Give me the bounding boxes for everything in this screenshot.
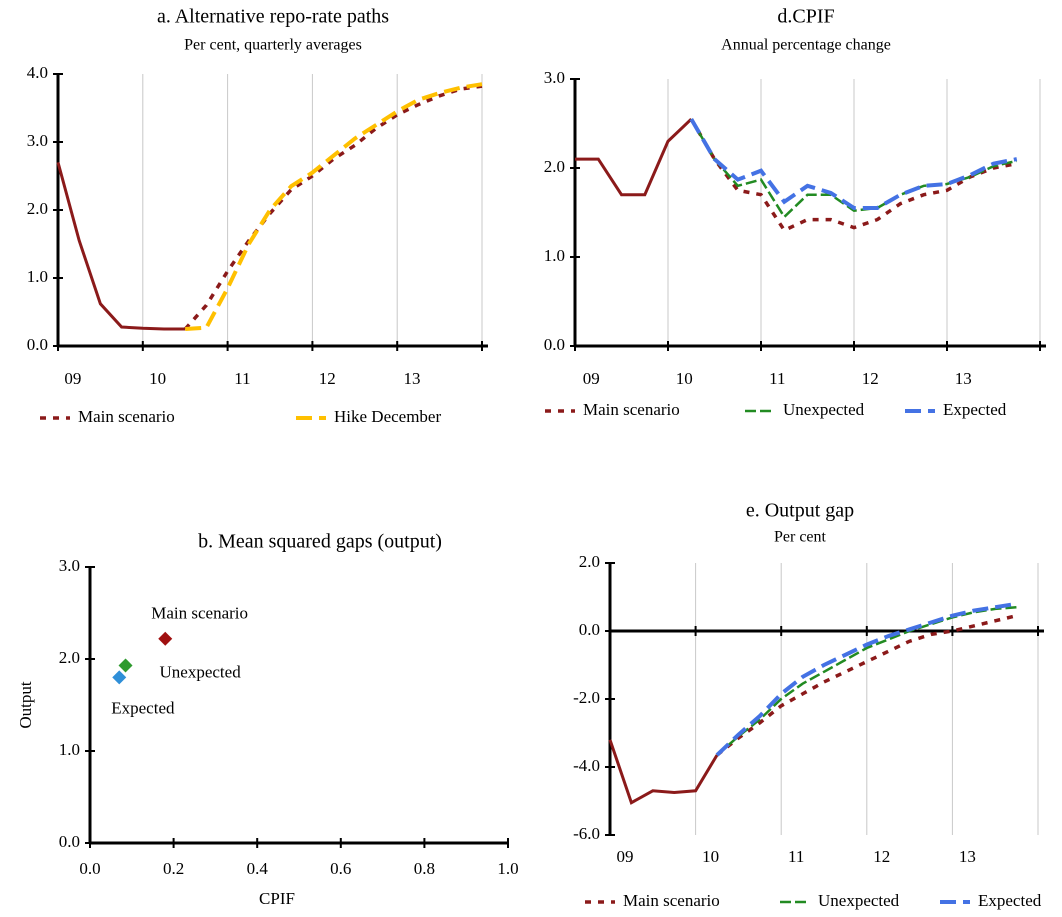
x-tick-label: 0.6	[330, 859, 351, 878]
legend-label: Expected	[943, 400, 1007, 419]
chart-title: a. Alternative repo-rate paths	[157, 6, 389, 28]
y-tick-label: -6.0	[573, 824, 600, 843]
x-tick-label: 13	[959, 847, 976, 866]
y-tick-label: 2.0	[544, 157, 565, 176]
y-tick-label: 2.0	[59, 648, 80, 667]
x-tick-label: 11	[788, 847, 804, 866]
chart-subtitle: Per cent, quarterly averages	[184, 37, 362, 54]
x-tick-label: 0.4	[247, 859, 269, 878]
x-tick-label: 13	[404, 369, 421, 388]
legend-label: Unexpected	[818, 891, 900, 910]
chart-title: d.CPIF	[777, 6, 834, 28]
x-axis-label: CPIF	[259, 889, 295, 908]
legend-label: Unexpected	[783, 400, 865, 419]
x-tick-label: 12	[873, 847, 890, 866]
y-tick-label: 2.0	[579, 552, 600, 571]
x-tick-label: 10	[676, 369, 693, 388]
scatter-point	[118, 658, 133, 673]
y-tick-label: 3.0	[59, 556, 80, 575]
series-line	[608, 739, 719, 805]
y-tick-label: -4.0	[573, 756, 600, 775]
series-line	[56, 162, 186, 331]
scatter-point	[158, 631, 173, 646]
y-tick-label: 0.0	[27, 335, 48, 354]
legend-label: Hike December	[334, 407, 441, 426]
x-tick-label: 09	[616, 847, 633, 866]
legend-label: Main scenario	[78, 407, 175, 426]
series-line	[575, 118, 693, 197]
x-tick-label: 0.2	[163, 859, 184, 878]
y-tick-label: -2.0	[573, 688, 600, 707]
y-tick-label: 0.0	[579, 620, 600, 639]
series-line	[716, 605, 1017, 757]
x-tick-label: 12	[319, 369, 336, 388]
chart-subtitle: Annual percentage change	[721, 37, 891, 54]
x-tick-label: 10	[149, 369, 166, 388]
point-label: Main scenario	[151, 604, 248, 623]
series-line	[689, 118, 1018, 233]
legend-label: Main scenario	[623, 891, 720, 910]
series-line	[715, 601, 1017, 757]
y-tick-label: 0.0	[59, 832, 80, 851]
y-tick-label: 3.0	[27, 131, 48, 150]
chart-subtitle: Per cent	[774, 529, 827, 546]
y-tick-label: 0.0	[544, 335, 565, 354]
y-tick-label: 2.0	[27, 199, 48, 218]
x-tick-label: 1.0	[497, 859, 518, 878]
series-line	[183, 84, 483, 331]
y-tick-label: 4.0	[27, 63, 48, 82]
point-label: Expected	[111, 698, 175, 717]
chart-title: e. Output gap	[746, 500, 854, 522]
y-axis-label: Output	[16, 681, 35, 729]
x-tick-label: 0.0	[79, 859, 100, 878]
point-label: Unexpected	[160, 662, 242, 681]
x-tick-label: 11	[234, 369, 250, 388]
scatter-point	[112, 670, 127, 685]
x-tick-label: 0.8	[414, 859, 435, 878]
y-tick-label: 1.0	[59, 740, 80, 759]
x-tick-label: 10	[702, 847, 719, 866]
x-tick-label: 09	[64, 369, 81, 388]
legend-label: Main scenario	[583, 400, 680, 419]
y-tick-label: 1.0	[27, 267, 48, 286]
series-line	[185, 82, 483, 331]
x-tick-label: 11	[769, 369, 785, 388]
y-tick-label: 1.0	[544, 246, 565, 265]
series-line	[689, 118, 1018, 210]
chart-title: b. Mean squared gaps (output)	[198, 531, 442, 553]
y-tick-label: 3.0	[544, 68, 565, 87]
x-tick-label: 09	[583, 369, 600, 388]
x-tick-label: 12	[862, 369, 879, 388]
x-tick-label: 13	[955, 369, 972, 388]
legend-label: Expected	[978, 891, 1042, 910]
